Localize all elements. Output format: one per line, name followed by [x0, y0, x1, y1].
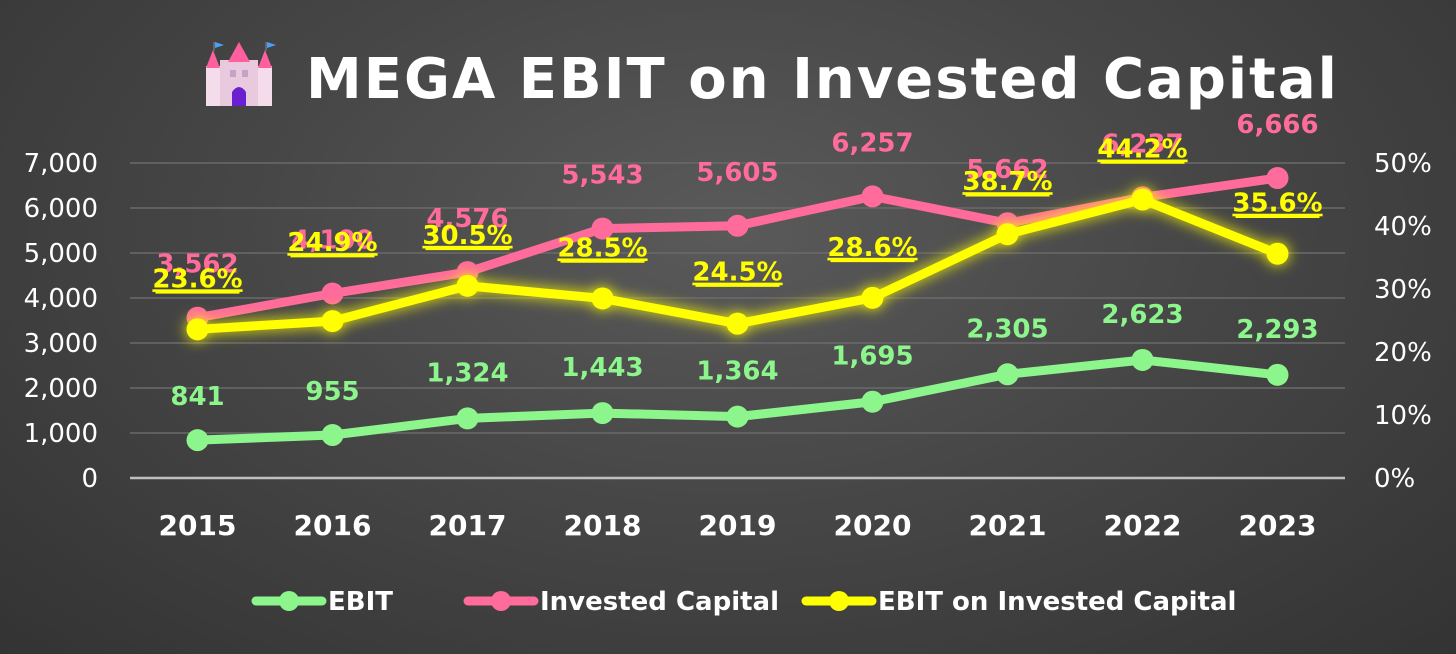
y-right-tick-label: 50% [1374, 149, 1432, 179]
series-layer [186, 167, 1289, 452]
data-label: 6,257 [831, 128, 913, 158]
x-tick-label: 2015 [159, 509, 237, 542]
data-point [1266, 167, 1289, 190]
data-point [321, 424, 344, 447]
x-tick-label: 2021 [969, 509, 1047, 542]
castle-icon [206, 42, 276, 106]
data-point [591, 287, 614, 310]
x-axis: 2015 2016 2017 2018 2019 2020 2021 2022 2023 [159, 509, 1317, 542]
y-right-tick-label: 0% [1374, 464, 1415, 494]
data-point [186, 429, 209, 452]
data-label: 1,364 [696, 357, 778, 387]
data-label: 6,666 [1236, 110, 1318, 140]
data-point [726, 405, 749, 428]
legend: EBIT Invested Capital EBIT on Invested Cap… [251, 587, 1236, 617]
data-label: 1,443 [561, 353, 643, 383]
legend-item-ebit-on-invested-capital: EBIT on Invested Capital [801, 587, 1236, 617]
data-point [456, 407, 479, 430]
data-label: 5,662 [966, 155, 1048, 185]
series-ebit [186, 348, 1289, 452]
legend-item-ebit: EBIT [251, 587, 393, 617]
data-labels-layer: 841 955 1,324 1,443 1,364 1,695 2,305 2,623 2,29… [152, 110, 1322, 412]
data-label: 4,100 [291, 226, 373, 256]
y-right-tick-label: 40% [1374, 212, 1432, 242]
chart-title: MEGA EBIT on Invested Capital [306, 47, 1339, 112]
y-axis-right: 0% 10% 20% 30% 40% 50% [1374, 149, 1432, 494]
data-label: 1,324 [426, 358, 508, 388]
y-left-tick-label: 1,000 [24, 419, 98, 449]
data-point [996, 363, 1019, 386]
chart-title-group: MEGA EBIT on Invested Capital [206, 42, 1339, 112]
y-left-tick-label: 3,000 [24, 329, 98, 359]
x-tick-label: 2019 [699, 509, 777, 542]
x-tick-label: 2022 [1104, 509, 1182, 542]
data-point [726, 312, 749, 335]
y-right-tick-label: 10% [1374, 401, 1432, 431]
data-point [861, 390, 884, 413]
data-point [591, 402, 614, 425]
data-label: 2,293 [1236, 315, 1318, 345]
y-right-tick-label: 20% [1374, 338, 1432, 368]
y-axis-left: 0 1,000 2,000 3,000 4,000 5,000 6,000 7,000 [24, 149, 98, 494]
x-tick-label: 2020 [834, 509, 912, 542]
data-label: 2,623 [1101, 300, 1183, 330]
y-left-tick-label: 4,000 [24, 284, 98, 314]
data-point [861, 286, 884, 309]
x-tick-label: 2016 [294, 509, 372, 542]
data-label: 5,605 [696, 158, 778, 188]
data-label: 1,695 [831, 342, 913, 372]
data-label: 28.6% [827, 233, 917, 263]
legend-marker [491, 591, 511, 611]
data-label: 28.5% [557, 233, 647, 263]
legend-marker [279, 591, 299, 611]
data-label: 24.9% [287, 228, 377, 258]
data-point [726, 214, 749, 237]
data-label: 6,237 [1101, 129, 1183, 159]
data-point [591, 217, 614, 240]
data-label: 30.5% [422, 221, 512, 251]
data-label: 44.2% [1097, 135, 1187, 165]
y-left-tick-label: 2,000 [24, 374, 98, 404]
x-tick-label: 2023 [1239, 509, 1317, 542]
y-right-tick-label: 30% [1374, 275, 1432, 305]
legend-label: Invested Capital [540, 587, 779, 617]
y-left-tick-label: 6,000 [24, 194, 98, 224]
legend-marker [829, 591, 849, 611]
data-point [456, 274, 479, 297]
data-point [996, 223, 1019, 246]
data-point [1131, 348, 1154, 371]
data-label: 38.7% [962, 167, 1052, 197]
x-tick-label: 2018 [564, 509, 642, 542]
data-label: 35.6% [1232, 189, 1322, 219]
data-label: 841 [170, 382, 224, 412]
y-left-tick-label: 0 [81, 464, 98, 494]
data-point [1266, 242, 1289, 265]
legend-label: EBIT on Invested Capital [878, 587, 1236, 617]
data-label: 5,543 [561, 161, 643, 191]
data-point [861, 185, 884, 208]
series-ebit-on-invested-capital [186, 188, 1289, 341]
data-point [321, 282, 344, 305]
data-point [321, 310, 344, 333]
data-label: 23.6% [152, 264, 242, 294]
data-label: 4,576 [426, 204, 508, 234]
data-point [186, 318, 209, 341]
data-point [1131, 188, 1154, 211]
legend-item-invested-capital: Invested Capital [463, 587, 779, 617]
data-point [1266, 363, 1289, 386]
data-label: 24.5% [692, 258, 782, 288]
y-left-tick-label: 5,000 [24, 239, 98, 269]
x-tick-label: 2017 [429, 509, 507, 542]
data-label: 955 [305, 377, 359, 407]
legend-label: EBIT [328, 587, 393, 617]
data-label: 2,305 [966, 314, 1048, 344]
data-label: 3,562 [156, 250, 238, 280]
y-left-tick-label: 7,000 [24, 149, 98, 179]
